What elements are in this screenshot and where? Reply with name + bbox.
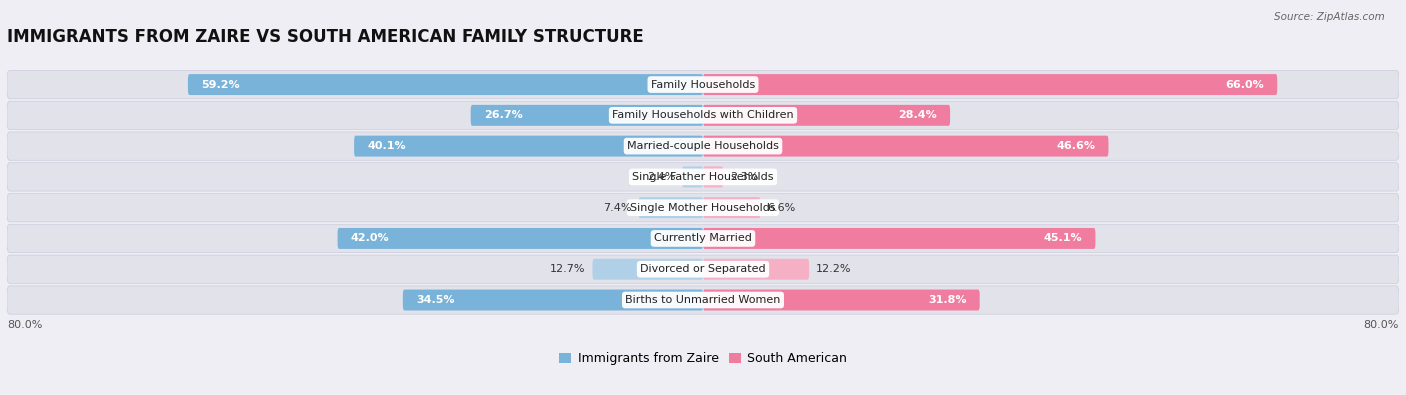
FancyBboxPatch shape <box>703 135 1108 156</box>
FancyBboxPatch shape <box>337 228 703 249</box>
FancyBboxPatch shape <box>7 132 1399 160</box>
Text: Currently Married: Currently Married <box>654 233 752 243</box>
Text: IMMIGRANTS FROM ZAIRE VS SOUTH AMERICAN FAMILY STRUCTURE: IMMIGRANTS FROM ZAIRE VS SOUTH AMERICAN … <box>7 28 644 46</box>
FancyBboxPatch shape <box>703 197 761 218</box>
Text: 59.2%: 59.2% <box>201 79 239 90</box>
Text: Source: ZipAtlas.com: Source: ZipAtlas.com <box>1274 12 1385 22</box>
Text: Family Households with Children: Family Households with Children <box>612 110 794 120</box>
Text: 31.8%: 31.8% <box>928 295 967 305</box>
FancyBboxPatch shape <box>703 166 723 187</box>
Text: Single Mother Households: Single Mother Households <box>630 203 776 213</box>
Text: 42.0%: 42.0% <box>350 233 389 243</box>
Text: Divorced or Separated: Divorced or Separated <box>640 264 766 274</box>
Text: 80.0%: 80.0% <box>7 320 42 330</box>
Text: 66.0%: 66.0% <box>1226 79 1264 90</box>
Text: 28.4%: 28.4% <box>898 110 936 120</box>
Legend: Immigrants from Zaire, South American: Immigrants from Zaire, South American <box>554 347 852 370</box>
Text: 12.2%: 12.2% <box>815 264 852 274</box>
Text: 40.1%: 40.1% <box>367 141 406 151</box>
Text: Single Father Households: Single Father Households <box>633 172 773 182</box>
FancyBboxPatch shape <box>703 259 808 280</box>
FancyBboxPatch shape <box>188 74 703 95</box>
Text: 80.0%: 80.0% <box>1364 320 1399 330</box>
Text: 34.5%: 34.5% <box>416 295 454 305</box>
FancyBboxPatch shape <box>7 163 1399 191</box>
FancyBboxPatch shape <box>703 228 1095 249</box>
Text: 7.4%: 7.4% <box>603 203 631 213</box>
FancyBboxPatch shape <box>7 101 1399 130</box>
Text: 6.6%: 6.6% <box>768 203 796 213</box>
FancyBboxPatch shape <box>7 286 1399 314</box>
FancyBboxPatch shape <box>354 135 703 156</box>
FancyBboxPatch shape <box>703 74 1277 95</box>
FancyBboxPatch shape <box>7 70 1399 99</box>
FancyBboxPatch shape <box>703 290 980 310</box>
Text: 2.4%: 2.4% <box>647 172 675 182</box>
FancyBboxPatch shape <box>7 255 1399 283</box>
Text: Births to Unmarried Women: Births to Unmarried Women <box>626 295 780 305</box>
FancyBboxPatch shape <box>7 224 1399 253</box>
Text: 26.7%: 26.7% <box>484 110 523 120</box>
FancyBboxPatch shape <box>592 259 703 280</box>
FancyBboxPatch shape <box>638 197 703 218</box>
Text: 2.3%: 2.3% <box>730 172 758 182</box>
Text: Married-couple Households: Married-couple Households <box>627 141 779 151</box>
FancyBboxPatch shape <box>404 290 703 310</box>
Text: 12.7%: 12.7% <box>550 264 585 274</box>
Text: 45.1%: 45.1% <box>1043 233 1083 243</box>
FancyBboxPatch shape <box>703 105 950 126</box>
FancyBboxPatch shape <box>7 194 1399 222</box>
Text: Family Households: Family Households <box>651 79 755 90</box>
FancyBboxPatch shape <box>682 166 703 187</box>
Text: 46.6%: 46.6% <box>1056 141 1095 151</box>
FancyBboxPatch shape <box>471 105 703 126</box>
